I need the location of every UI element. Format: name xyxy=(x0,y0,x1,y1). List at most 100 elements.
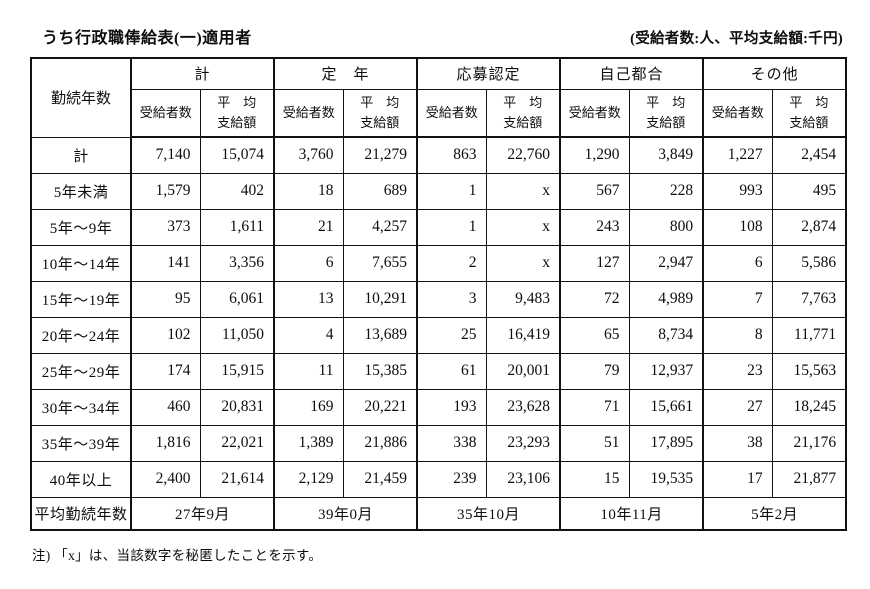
data-cell: 18 xyxy=(273,172,344,210)
document-page: うち行政職俸給表(一)適用者 (受給者数:人、平均支給額:千円) 勤続年数計定 … xyxy=(30,24,848,563)
data-cell: 567 xyxy=(559,172,630,210)
data-cell: 79 xyxy=(559,352,630,390)
data-cell: 169 xyxy=(273,388,344,426)
group-header-1: 定 年 xyxy=(273,57,418,90)
data-cell: 3,849 xyxy=(628,136,704,174)
corner-header-tenure: 勤続年数 xyxy=(30,57,132,138)
data-cell: 8 xyxy=(702,316,773,354)
table-row: 35年〜39年 1,816 22,021 1,389 21,886 338 23,293 51… xyxy=(30,424,847,462)
data-cell: 193 xyxy=(416,388,487,426)
data-cell: 1 xyxy=(416,172,487,210)
table-row: 30年〜34年 460 20,831 169 20,221 193 23,628 71 15,6… xyxy=(30,388,847,426)
data-cell: 402 xyxy=(199,172,275,210)
data-cell: 38 xyxy=(702,424,773,462)
data-cell: 10,291 xyxy=(342,280,418,318)
salary-statistics-table: 勤続年数計定 年応募認定 自己都合 その他 受給者数平 均 支給額 受給者数平 均 支給… xyxy=(30,57,848,531)
page-title: うち行政職俸給表(一)適用者 xyxy=(42,30,252,47)
data-cell: 3,760 xyxy=(273,136,344,174)
data-cell: 21,459 xyxy=(342,460,418,498)
subheader-average-amount: 平 均 支給額 xyxy=(485,88,561,138)
data-cell: 3,356 xyxy=(199,244,275,282)
data-cell: 127 xyxy=(559,244,630,282)
data-cell: 4,257 xyxy=(342,208,418,246)
data-cell: 2,400 xyxy=(130,460,201,498)
row-label: 20年〜24年 xyxy=(30,316,132,354)
data-cell: 15,915 xyxy=(199,352,275,390)
data-cell: 174 xyxy=(130,352,201,390)
data-cell: 21 xyxy=(273,208,344,246)
group-header-0: 計 xyxy=(129,57,275,90)
subheader-average-amount: 平 均 支給額 xyxy=(342,88,418,138)
subheader-recipient-count: 受給者数 xyxy=(130,88,201,138)
data-cell: 15,074 xyxy=(199,136,275,174)
data-cell: 1,227 xyxy=(702,136,773,174)
table-row: 10年〜14年 141 3,356 6 7,655 2 x 127 2,947 6 5,586 xyxy=(30,244,847,282)
footer-average-tenure: 27年9月 xyxy=(129,496,275,531)
subheader-average-amount: 平 均 支給額 xyxy=(628,88,704,138)
table-head: 勤続年数計定 年応募認定 自己都合 その他 受給者数平 均 支給額 受給者数平 均 支給… xyxy=(30,57,847,138)
data-cell: 3 xyxy=(416,280,487,318)
data-cell: 2 xyxy=(416,244,487,282)
data-cell: 8,734 xyxy=(628,316,704,354)
footer-average-tenure: 39年0月 xyxy=(273,496,418,531)
data-cell: 15,385 xyxy=(342,352,418,390)
row-label: 15年〜19年 xyxy=(30,280,132,318)
data-cell: 19,535 xyxy=(628,460,704,498)
data-cell: 20,221 xyxy=(342,388,418,426)
data-cell: 15,661 xyxy=(628,388,704,426)
data-cell: 6 xyxy=(702,244,773,282)
data-cell: 23,628 xyxy=(485,388,561,426)
row-label: 5年〜9年 xyxy=(30,208,132,246)
data-cell: 13,689 xyxy=(342,316,418,354)
data-cell: 22,021 xyxy=(199,424,275,462)
title-row: うち行政職俸給表(一)適用者 (受給者数:人、平均支給額:千円) xyxy=(30,24,845,48)
table-row: 20年〜24年 102 11,050 4 13,689 25 16,419 65 8,734 8 1… xyxy=(30,316,847,354)
footer-average-tenure: 5年2月 xyxy=(702,496,847,531)
data-cell: 22,760 xyxy=(485,136,561,174)
data-cell: 9,483 xyxy=(485,280,561,318)
footer-label: 平均勤続年数 xyxy=(30,496,132,531)
data-cell: 102 xyxy=(130,316,201,354)
unit-note: (受給者数:人、平均支給額:千円) xyxy=(630,31,843,47)
data-cell: 21,279 xyxy=(342,136,418,174)
data-cell: x xyxy=(485,172,561,210)
data-cell: 18,245 xyxy=(771,388,847,426)
footnote: 注) 「x」は、当該数字を秘匿したことを示す。 xyxy=(32,548,323,563)
data-cell: 4,989 xyxy=(628,280,704,318)
data-cell: 800 xyxy=(628,208,704,246)
data-cell: 20,001 xyxy=(485,352,561,390)
data-cell: 11,050 xyxy=(199,316,275,354)
data-cell: 65 xyxy=(559,316,630,354)
subheader-average-amount: 平 均 支給額 xyxy=(771,88,847,138)
row-label: 30年〜34年 xyxy=(30,388,132,426)
data-cell: 2,129 xyxy=(273,460,344,498)
group-header-4: その他 xyxy=(702,57,847,90)
data-cell: 51 xyxy=(559,424,630,462)
row-label: 計 xyxy=(30,136,132,174)
data-cell: 17 xyxy=(702,460,773,498)
data-cell: 11,771 xyxy=(771,316,847,354)
table-row: 5年〜9年 373 1,611 21 4,257 1 x 243 800 108 2,874 xyxy=(30,208,847,246)
table-row: 15年〜19年 95 6,061 13 10,291 3 9,483 72 4,989 7 7,76… xyxy=(30,280,847,318)
subheader-recipient-count: 受給者数 xyxy=(702,88,773,138)
data-cell: 72 xyxy=(559,280,630,318)
data-cell: 495 xyxy=(771,172,847,210)
data-cell: 993 xyxy=(702,172,773,210)
data-cell: x xyxy=(485,244,561,282)
data-cell: 373 xyxy=(130,208,201,246)
data-cell: 141 xyxy=(130,244,201,282)
data-cell: 23,106 xyxy=(485,460,561,498)
table-footer-row: 平均勤続年数 27年9月 39年0月 35年10月 10年11月 5年2月 xyxy=(30,496,847,531)
data-cell: 2,454 xyxy=(771,136,847,174)
data-cell: 689 xyxy=(342,172,418,210)
footer-average-tenure: 35年10月 xyxy=(416,496,561,531)
data-cell: 6 xyxy=(273,244,344,282)
data-cell: 243 xyxy=(559,208,630,246)
data-cell: 21,886 xyxy=(342,424,418,462)
footer-average-tenure: 10年11月 xyxy=(559,496,704,531)
data-cell: 23,293 xyxy=(485,424,561,462)
data-cell: 228 xyxy=(628,172,704,210)
data-cell: 338 xyxy=(416,424,487,462)
data-cell: 7 xyxy=(702,280,773,318)
data-cell: 1,389 xyxy=(273,424,344,462)
